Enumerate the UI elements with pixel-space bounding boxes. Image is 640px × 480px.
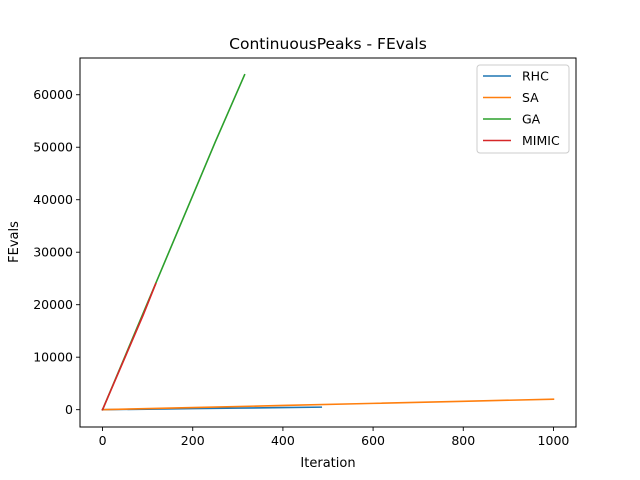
x-tick-label: 1000: [538, 433, 570, 448]
legend-label-ga: GA: [522, 112, 541, 127]
x-tick-label: 600: [361, 433, 385, 448]
legend-box: [476, 64, 570, 154]
y-tick-label: 30000: [33, 245, 73, 260]
legend-entries: RHC SA GA MIMIC: [483, 69, 560, 148]
x-axis-ticks: 0 200 400 600 800 1000: [99, 427, 570, 448]
legend-label-rhc: RHC: [522, 69, 549, 84]
x-tick-label: 800: [451, 433, 475, 448]
legend: RHC SA GA MIMIC: [476, 64, 570, 154]
legend-label-mimic: MIMIC: [522, 133, 560, 148]
y-tick-label: 0: [65, 402, 73, 417]
y-axis-label: FEvals: [7, 221, 22, 263]
y-tick-label: 20000: [33, 297, 73, 312]
x-tick-label: 400: [271, 433, 295, 448]
series-line-mimic: [101, 282, 157, 411]
y-tick-label: 60000: [33, 87, 73, 102]
x-tick-label: 200: [181, 433, 205, 448]
legend-label-sa: SA: [522, 90, 539, 105]
chart-title: ContinuousPeaks - FEvals: [229, 35, 427, 53]
y-tick-label: 40000: [33, 192, 73, 207]
y-axis-ticks: 0 10000 20000 30000 40000 50000 60000: [33, 87, 80, 417]
x-tick-label: 0: [99, 433, 107, 448]
plot-frame: [79, 57, 577, 428]
x-axis-label: Iteration: [300, 456, 355, 471]
y-tick-label: 10000: [33, 350, 73, 365]
y-tick-label: 50000: [33, 140, 73, 155]
series-layer: [101, 73, 555, 411]
series-line-sa: [101, 398, 555, 411]
